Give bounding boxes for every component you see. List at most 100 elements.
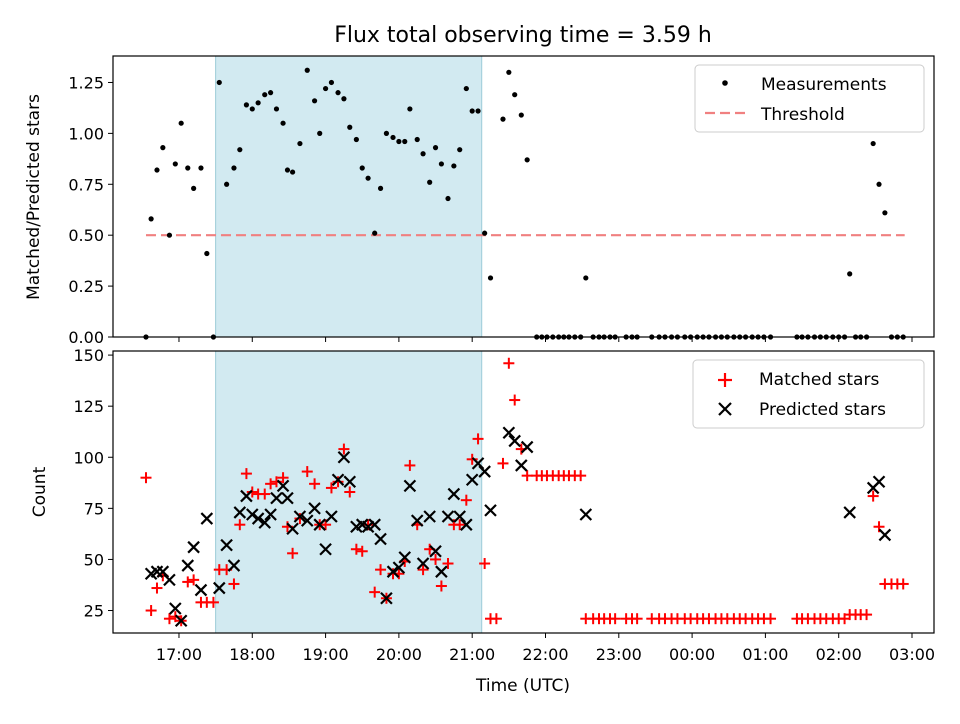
- predicted-star-point: [220, 538, 233, 552]
- predicted-star-point: [460, 518, 473, 531]
- matched-star-point: [765, 613, 777, 625]
- measurement-point: [166, 232, 173, 238]
- matched-star-point: [287, 547, 299, 559]
- predicted-star-stroke-b: [220, 538, 233, 552]
- bottom-xtick-label: 19:00: [303, 645, 349, 664]
- measurement-point: [297, 140, 303, 147]
- predicted-star-point: [478, 465, 491, 478]
- measurement-point: [432, 145, 439, 151]
- predicted-star-stroke-b: [508, 434, 521, 448]
- predicted-star-stroke-b: [465, 473, 479, 487]
- predicted-star-point: [520, 440, 534, 454]
- predicted-star-stroke-b: [435, 565, 448, 578]
- predicted-star-point: [264, 508, 277, 521]
- measurement-point: [328, 79, 335, 86]
- predicted-star-stroke-b: [416, 557, 430, 570]
- predicted-star-stroke-b: [270, 491, 283, 505]
- predicted-star-point: [380, 591, 393, 605]
- predicted-star-stroke-b: [515, 459, 528, 472]
- predicted-star-stroke-b: [286, 522, 299, 536]
- predicted-star-stroke-b: [233, 506, 247, 519]
- measurement-point: [172, 161, 178, 167]
- legend-label-predicted: Predicted stars: [759, 400, 886, 420]
- predicted-star-stroke-b: [386, 565, 400, 578]
- predicted-star-point: [308, 502, 321, 515]
- matched-star-point: [356, 545, 368, 557]
- measurement-point: [353, 136, 359, 143]
- bottom-xtick-label: 23:00: [596, 645, 642, 664]
- measurement-point: [289, 169, 296, 175]
- predicted-star-point: [435, 565, 448, 578]
- matched-star-point: [575, 470, 587, 482]
- measurement-point: [445, 195, 451, 202]
- matched-star-point: [442, 558, 454, 570]
- predicted-star-point: [187, 540, 200, 554]
- measurement-point: [420, 151, 426, 157]
- matched-star-point: [521, 470, 533, 482]
- predicted-star-point: [174, 614, 188, 628]
- measurement-point: [524, 157, 530, 163]
- measurement-point: [882, 210, 888, 216]
- predicted-star-stroke-b: [374, 532, 387, 546]
- predicted-star-point: [213, 581, 226, 595]
- measurement-point: [255, 100, 261, 106]
- matched-star-point: [145, 605, 157, 617]
- matched-star-point: [897, 578, 909, 590]
- measurement-point: [407, 106, 413, 112]
- predicted-star-point: [403, 479, 417, 493]
- predicted-star-point: [392, 561, 406, 574]
- bottom-xtick-label: 00:00: [669, 645, 715, 664]
- bottom-xtick-label: 17:00: [156, 645, 202, 664]
- predicted-star-stroke-b: [403, 479, 417, 493]
- matched-star-point: [861, 609, 873, 621]
- predicted-star-stroke-b: [174, 614, 188, 628]
- chart-title: Flux total observing time = 3.59 h: [334, 23, 712, 48]
- measurement-point: [280, 120, 286, 126]
- top-plot-frame: [112, 55, 935, 338]
- matched-star-point: [350, 543, 362, 555]
- bottom-ytick-label: 75: [84, 499, 104, 518]
- matched-star-point: [404, 459, 416, 471]
- predicted-star-stroke-b: [398, 551, 412, 564]
- predicted-star-point: [337, 450, 351, 464]
- predicted-star-point: [398, 551, 412, 564]
- measurement-point: [335, 90, 341, 96]
- measurement-point: [359, 165, 365, 171]
- measurement-point: [469, 108, 475, 114]
- predicted-star-point: [313, 518, 326, 531]
- matched-star-point: [344, 486, 356, 498]
- matched-star-point: [188, 574, 200, 586]
- predicted-star-stroke-b: [194, 583, 208, 597]
- predicted-star-point: [465, 473, 479, 487]
- predicted-star-point: [270, 491, 283, 505]
- bottom-xtick-label: 18:00: [229, 645, 275, 664]
- predicted-star-stroke-b: [293, 510, 307, 523]
- legend-marker-measurements: [722, 80, 728, 86]
- matched-star-point: [265, 478, 277, 490]
- matched-star-point: [369, 586, 381, 598]
- predicted-stars-points: [144, 426, 892, 628]
- predicted-star-point: [843, 506, 856, 519]
- measurement-point: [154, 167, 160, 173]
- predicted-star-point: [872, 475, 886, 489]
- predicted-star-point: [300, 514, 314, 527]
- predicted-star-point: [194, 583, 208, 597]
- top-ytick-label: 1.25: [68, 73, 104, 92]
- measurement-point: [506, 69, 512, 75]
- predicted-star-stroke-b: [392, 561, 406, 574]
- predicted-star-point: [447, 487, 461, 501]
- measurement-point: [198, 165, 204, 171]
- measurement-point: [847, 271, 853, 277]
- x-axis-label: Time (UTC): [475, 676, 570, 696]
- matched-stars-points: [140, 357, 909, 627]
- predicted-star-point: [429, 544, 442, 558]
- predicted-star-point: [471, 457, 485, 470]
- bottom-ytick-label: 25: [84, 602, 104, 621]
- measurement-point: [191, 185, 197, 191]
- measurement-point: [518, 112, 524, 118]
- measurement-point: [148, 216, 154, 222]
- bottom-xtick-label: 20:00: [376, 645, 422, 664]
- matched-star-point: [509, 394, 521, 406]
- predicted-star-point: [233, 506, 247, 519]
- predicted-star-stroke-b: [331, 473, 345, 487]
